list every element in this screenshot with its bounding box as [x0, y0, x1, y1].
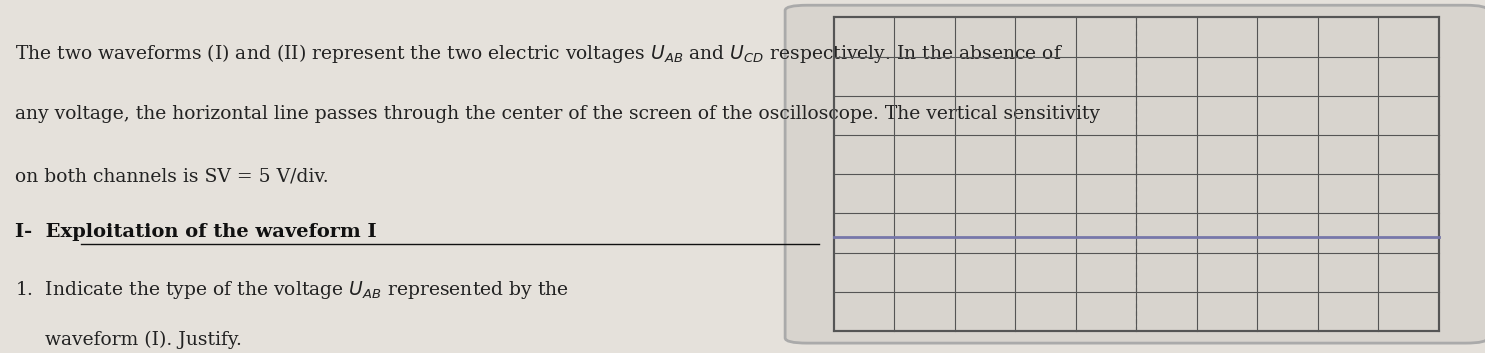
- FancyBboxPatch shape: [786, 5, 1485, 343]
- Text: any voltage, the horizontal line passes through the center of the screen of the : any voltage, the horizontal line passes …: [15, 104, 1100, 122]
- Bar: [833, 17, 1439, 331]
- Text: 1.  Indicate the type of the voltage $U_{AB}$ represented by the: 1. Indicate the type of the voltage $U_{…: [15, 279, 569, 301]
- Text: I-  Exploitation of the waveform I: I- Exploitation of the waveform I: [15, 223, 376, 241]
- Text: The two waveforms (I) and (II) represent the two electric voltages $U_{AB}$ and : The two waveforms (I) and (II) represent…: [15, 42, 1063, 65]
- Text: on both channels is SV = 5 V/div.: on both channels is SV = 5 V/div.: [15, 167, 328, 185]
- Text: waveform (I). Justify.: waveform (I). Justify.: [15, 331, 242, 349]
